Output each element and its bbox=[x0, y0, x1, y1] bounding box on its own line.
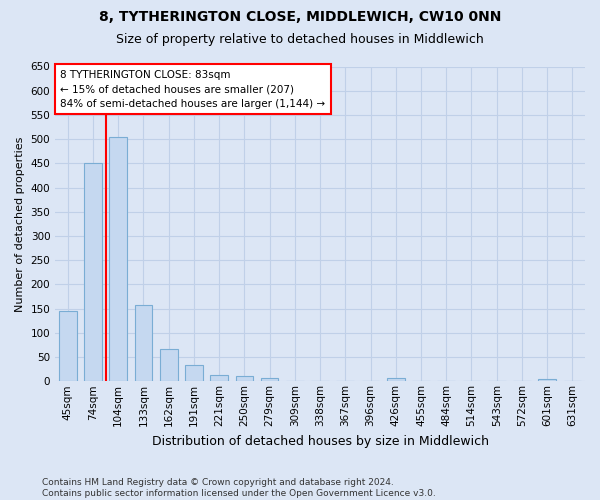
Y-axis label: Number of detached properties: Number of detached properties bbox=[15, 136, 25, 312]
Text: Contains HM Land Registry data © Crown copyright and database right 2024.
Contai: Contains HM Land Registry data © Crown c… bbox=[42, 478, 436, 498]
Text: Size of property relative to detached houses in Middlewich: Size of property relative to detached ho… bbox=[116, 32, 484, 46]
Bar bbox=[236, 376, 253, 382]
Bar bbox=[84, 164, 102, 382]
Bar bbox=[59, 311, 77, 382]
Text: 8 TYTHERINGTON CLOSE: 83sqm
← 15% of detached houses are smaller (207)
84% of se: 8 TYTHERINGTON CLOSE: 83sqm ← 15% of det… bbox=[61, 70, 326, 109]
Bar bbox=[134, 305, 152, 382]
Bar bbox=[160, 349, 178, 382]
Bar bbox=[211, 375, 228, 382]
Bar bbox=[261, 378, 278, 382]
Bar bbox=[387, 378, 404, 382]
X-axis label: Distribution of detached houses by size in Middlewich: Distribution of detached houses by size … bbox=[152, 434, 488, 448]
Text: 8, TYTHERINGTON CLOSE, MIDDLEWICH, CW10 0NN: 8, TYTHERINGTON CLOSE, MIDDLEWICH, CW10 … bbox=[99, 10, 501, 24]
Bar bbox=[109, 136, 127, 382]
Bar bbox=[538, 379, 556, 382]
Bar bbox=[185, 366, 203, 382]
